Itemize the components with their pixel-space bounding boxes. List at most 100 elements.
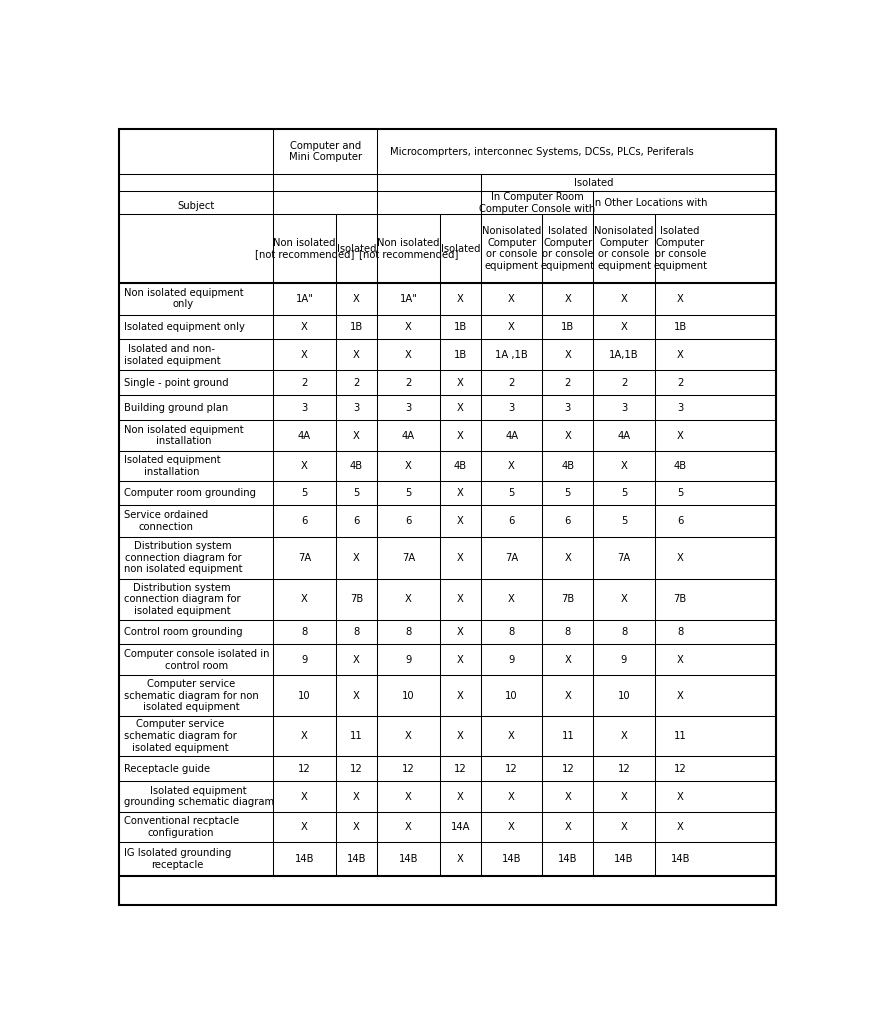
Text: 12: 12 [298, 764, 311, 773]
Text: 14B: 14B [347, 854, 367, 864]
Text: Nonisolated
Computer
or console
equipment: Nonisolated Computer or console equipmen… [482, 226, 541, 271]
Text: X: X [353, 792, 360, 802]
Text: 12: 12 [674, 764, 686, 773]
Text: 5: 5 [677, 488, 684, 498]
Text: 11: 11 [674, 731, 686, 741]
Text: X: X [564, 690, 571, 700]
Text: X: X [353, 690, 360, 700]
Text: 7B: 7B [561, 594, 575, 604]
Text: In Computer Room
Computer Console with: In Computer Room Computer Console with [479, 191, 596, 214]
Text: X: X [457, 792, 463, 802]
Text: 4A: 4A [298, 431, 311, 440]
Text: 14B: 14B [614, 854, 634, 864]
Text: X: X [457, 690, 463, 700]
Text: 8: 8 [301, 627, 307, 637]
Text: X: X [677, 822, 684, 831]
Text: 10: 10 [618, 690, 631, 700]
Text: 14A: 14A [450, 822, 470, 831]
Text: X: X [620, 594, 627, 604]
Text: X: X [405, 322, 412, 332]
Text: Isolated: Isolated [337, 244, 376, 254]
Text: 11: 11 [562, 731, 574, 741]
Text: 4B: 4B [454, 461, 467, 471]
Text: Conventional recptacle
configuration: Conventional recptacle configuration [124, 816, 239, 838]
Text: X: X [508, 822, 515, 831]
Text: 1B: 1B [454, 322, 467, 332]
Text: X: X [508, 294, 515, 304]
Text: Computer service
schematic diagram for
isolated equipment: Computer service schematic diagram for i… [124, 720, 236, 753]
Text: X: X [301, 822, 308, 831]
Text: 14B: 14B [502, 854, 522, 864]
Text: 4A: 4A [618, 431, 631, 440]
Text: 14B: 14B [399, 854, 418, 864]
Text: 12: 12 [562, 764, 574, 773]
Text: 1A ,1B: 1A ,1B [496, 350, 528, 359]
Text: 4A: 4A [402, 431, 415, 440]
Text: X: X [457, 402, 463, 413]
Text: X: X [620, 822, 627, 831]
Text: X: X [457, 594, 463, 604]
Text: Nonisolated
Computer
or console
equipment: Nonisolated Computer or console equipmen… [594, 226, 654, 271]
Text: X: X [353, 655, 360, 665]
Text: X: X [405, 350, 412, 359]
Text: 6: 6 [405, 516, 412, 526]
Text: X: X [677, 792, 684, 802]
Text: Non isolated
[not recommended]: Non isolated [not recommended] [359, 238, 458, 259]
Text: X: X [457, 553, 463, 563]
Text: 5: 5 [621, 488, 627, 498]
Text: X: X [564, 350, 571, 359]
Text: X: X [457, 854, 463, 864]
Text: X: X [457, 431, 463, 440]
Text: X: X [677, 294, 684, 304]
Text: 6: 6 [301, 516, 307, 526]
Text: X: X [457, 655, 463, 665]
Text: 8: 8 [509, 627, 515, 637]
Text: 2: 2 [354, 378, 360, 388]
Text: Isolated equipment
installation: Isolated equipment installation [124, 455, 220, 477]
Text: X: X [620, 294, 627, 304]
Text: 10: 10 [505, 690, 518, 700]
Text: 6: 6 [509, 516, 515, 526]
Text: Non isolated
[not recommended]: Non isolated [not recommended] [255, 238, 354, 259]
Text: 3: 3 [301, 402, 307, 413]
Text: 7A: 7A [298, 553, 311, 563]
Text: X: X [564, 553, 571, 563]
Text: 8: 8 [405, 627, 412, 637]
Text: X: X [564, 822, 571, 831]
Text: X: X [508, 594, 515, 604]
Text: 14B: 14B [295, 854, 314, 864]
Text: 5: 5 [564, 488, 571, 498]
Text: 2: 2 [564, 378, 571, 388]
Text: 8: 8 [677, 627, 684, 637]
Text: X: X [564, 294, 571, 304]
Text: X: X [564, 655, 571, 665]
Text: Isolated: Isolated [441, 244, 480, 254]
Text: X: X [301, 461, 308, 471]
Text: 6: 6 [677, 516, 684, 526]
Text: X: X [353, 553, 360, 563]
Text: Computer and
Mini Computer: Computer and Mini Computer [289, 140, 361, 163]
Text: 7A: 7A [505, 553, 518, 563]
Text: Distribution system
connection diagram for
isolated equipment: Distribution system connection diagram f… [124, 583, 240, 616]
Text: 3: 3 [677, 402, 684, 413]
Text: X: X [457, 378, 463, 388]
Text: 4A: 4A [505, 431, 518, 440]
Text: 12: 12 [618, 764, 631, 773]
Text: Isolated and non-
isolated equipment: Isolated and non- isolated equipment [124, 344, 220, 366]
Text: X: X [677, 553, 684, 563]
Text: X: X [564, 792, 571, 802]
Text: X: X [677, 431, 684, 440]
Text: IG Isolated grounding
receptacle: IG Isolated grounding receptacle [124, 848, 231, 869]
Text: Control room grounding: Control room grounding [124, 627, 242, 637]
Text: Service ordained
connection: Service ordained connection [124, 510, 208, 531]
Text: 1B: 1B [673, 322, 687, 332]
Text: Isolated: Isolated [574, 177, 613, 187]
Text: 5: 5 [354, 488, 360, 498]
Text: X: X [457, 731, 463, 741]
Text: Isolated equipment
grounding schematic diagram: Isolated equipment grounding schematic d… [124, 785, 273, 807]
Text: X: X [677, 655, 684, 665]
Text: 1B: 1B [454, 350, 467, 359]
Text: Receptacle guide: Receptacle guide [124, 764, 210, 773]
Text: Isolated equipment only: Isolated equipment only [124, 322, 245, 332]
Text: Microcomprters, interconnec Systems, DCSs, PLCs, Periferals: Microcomprters, interconnec Systems, DCS… [389, 146, 693, 157]
